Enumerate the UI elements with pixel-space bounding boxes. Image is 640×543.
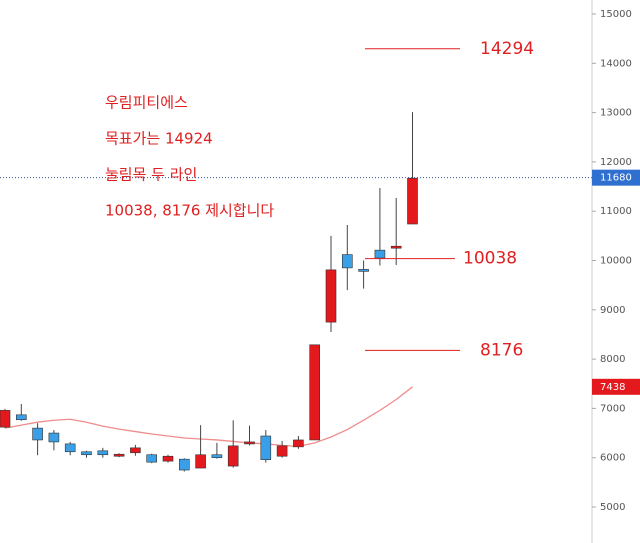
ma-last-box [592, 378, 640, 395]
candle-body [113, 453, 125, 457]
ma-last-label: 7438 [600, 382, 625, 393]
level-label: 14294 [480, 39, 534, 59]
candle-body [358, 269, 369, 272]
level-label: 8176 [480, 340, 523, 360]
candle-body [64, 443, 76, 453]
candle-body [390, 245, 402, 249]
candle-body [81, 451, 92, 456]
y-tick-label: 6000 [600, 453, 625, 464]
candle-body [374, 249, 386, 259]
y-tick-label: 15000 [600, 9, 632, 20]
annotation: 10038, 8176 제시합니다 [105, 202, 274, 220]
y-tick-label: 13000 [600, 108, 632, 119]
candle-body [32, 427, 43, 441]
candle-body [48, 432, 60, 443]
candle-body [146, 454, 157, 463]
annotation: 목표가는 14924 [105, 130, 213, 148]
y-tick-label: 12000 [600, 157, 632, 168]
last-price-box [592, 169, 640, 186]
candle-body [244, 441, 255, 445]
level-label: 10038 [463, 249, 517, 269]
candle-body [407, 177, 418, 225]
y-tick-label: 9000 [600, 305, 625, 316]
last-price-label: 11680 [600, 173, 632, 184]
y-tick-label: 11000 [600, 206, 632, 217]
moving-average [4, 386, 413, 448]
candle-body [276, 445, 288, 457]
candle-body [260, 435, 272, 460]
candle-body [325, 269, 337, 323]
candle-body [341, 254, 353, 269]
candle-body [97, 450, 109, 456]
candle-body [227, 445, 239, 467]
y-tick-label: 5000 [600, 502, 625, 513]
candle-body [0, 410, 11, 428]
candle-body [130, 447, 141, 454]
y-tick-label: 7000 [600, 403, 625, 414]
candle-body [15, 414, 27, 421]
candle-body [309, 344, 321, 441]
y-tick-label: 10000 [600, 256, 632, 267]
candle-body [293, 439, 304, 448]
candle-body [179, 458, 190, 471]
candle-body [211, 454, 223, 459]
y-tick-label: 8000 [600, 354, 625, 365]
candle-body [162, 455, 174, 462]
annotation: 눌림목 두 라인 [105, 166, 197, 184]
y-tick-label: 14000 [600, 58, 632, 69]
annotation: 우림피티에스 [105, 94, 188, 112]
candle-body [195, 454, 206, 469]
